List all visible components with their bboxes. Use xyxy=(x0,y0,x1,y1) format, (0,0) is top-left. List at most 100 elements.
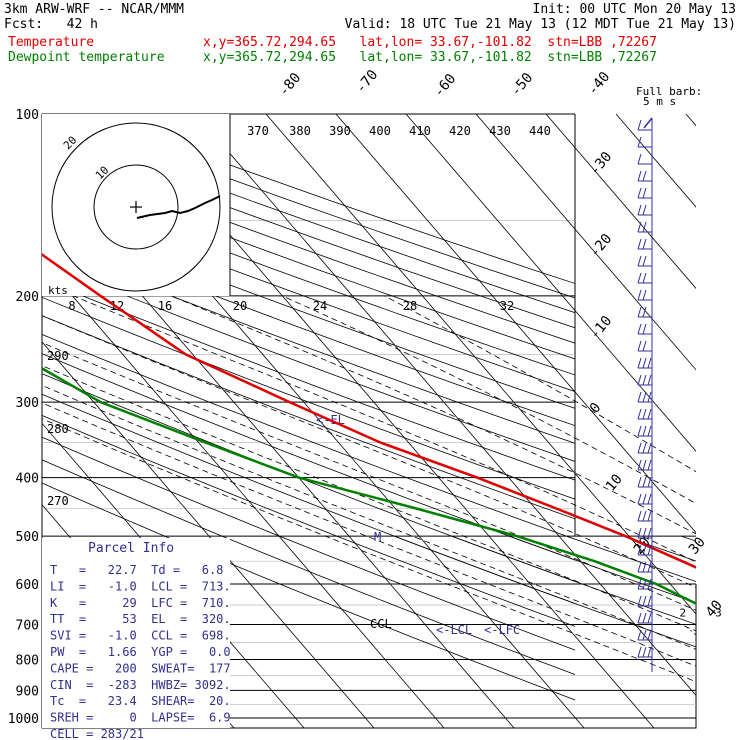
moist-adiabat xyxy=(42,418,696,683)
wind-barb-flag xyxy=(647,510,652,522)
wind-barb-flag xyxy=(642,391,647,403)
hodograph-ring xyxy=(93,164,179,250)
wind-barb-flag xyxy=(642,442,647,454)
wind-barb-flag xyxy=(637,493,642,505)
wind-barb-flag xyxy=(637,136,642,148)
wind-barb-flag xyxy=(637,629,642,641)
parcel-info-row: SREH = 0 LAPSE= 6.9 xyxy=(50,711,231,725)
dry-adiabat-lower xyxy=(566,535,696,582)
wind-barb-flag xyxy=(637,221,642,233)
parcel-info-row: Tc = 23.4 SHEAR= 20. xyxy=(50,694,231,708)
wind-barb-flag xyxy=(642,595,647,607)
wind-barb-flag xyxy=(647,357,652,369)
hodograph-speed-label: 32 xyxy=(500,299,514,313)
isotherm-label: -30 xyxy=(587,149,616,179)
dry-adiabat xyxy=(42,180,575,376)
dewpoint-profile xyxy=(42,366,696,606)
parcel-info-row: T = 22.7 Td = 6.8 xyxy=(50,563,223,577)
wind-barb-flag xyxy=(637,510,642,522)
wind-barb-flag xyxy=(642,289,647,301)
hodograph-speed-label: 20 xyxy=(233,299,247,313)
wind-barb-flag xyxy=(642,510,647,522)
wind-barb-flag xyxy=(647,595,652,607)
wind-barb-flag xyxy=(637,289,642,301)
parcel-info-row: TT = 53 EL = 320. xyxy=(50,612,231,626)
theta-label: 390 xyxy=(329,124,351,138)
wind-barb-flag xyxy=(637,544,642,556)
hodograph-trace xyxy=(136,195,221,219)
isotherm xyxy=(42,259,445,728)
mixing-ratio-line xyxy=(719,624,740,718)
theta-label: 430 xyxy=(489,124,511,138)
wind-barb-flag xyxy=(642,527,647,539)
isotherm-label: 40 xyxy=(703,597,726,620)
wind-barb-flag xyxy=(642,561,647,573)
parcel-info-row: CIN = -283 HWBZ= 3092. xyxy=(50,678,231,692)
hodograph-speed-label: 8 xyxy=(68,299,75,313)
pressure-label: 800 xyxy=(16,653,39,668)
wind-barb-flag xyxy=(637,425,642,437)
hodograph-speed-label: 24 xyxy=(313,299,327,313)
dry-adiabat xyxy=(42,315,575,520)
wind-barb-flag xyxy=(637,527,642,539)
parcel-box-background xyxy=(42,538,230,728)
wind-barb-flag xyxy=(637,255,642,267)
dry-adiabat xyxy=(42,212,575,409)
pressure-label: 700 xyxy=(16,618,39,633)
dry-adiabat xyxy=(42,414,575,627)
model-title: 3km ARW-WRF -- NCAR/MMM xyxy=(4,2,185,17)
wind-barb-flag xyxy=(637,153,642,165)
wind-barb-flag xyxy=(647,459,652,471)
theta-side-label: 280 xyxy=(47,422,69,436)
isotherm xyxy=(475,114,696,371)
mixing-ratio-label: 3 xyxy=(715,606,722,619)
dry-adiabat xyxy=(42,436,575,651)
wind-barb-flag xyxy=(647,408,652,420)
wind-barb-flag xyxy=(647,629,652,641)
wind-barb-flag xyxy=(642,459,647,471)
wind-barb-flag xyxy=(642,255,647,267)
parcel-info-row: PW = 1.66 YGP = 0.0 xyxy=(50,645,231,659)
parcel-info-row: K = 29 LFC = 710. xyxy=(50,596,231,610)
wind-barb-flag xyxy=(642,374,647,386)
moist-adiabat xyxy=(42,402,696,667)
wind-barb-flag xyxy=(642,323,647,335)
mixing-ratio-label: 2 xyxy=(679,606,686,619)
isotherm xyxy=(42,341,375,728)
moist-adiabat xyxy=(42,342,696,611)
wind-barb-flag xyxy=(642,476,647,488)
wind-barb-flag xyxy=(637,408,642,420)
moist-adiabat xyxy=(42,365,696,632)
parcel-info-box: Parcel Info T = 22.7 Td = 6.8 LI = -1.0 LC… xyxy=(42,538,231,740)
parcel-info-row: LI = -1.0 LCL = 713. xyxy=(50,579,231,593)
sounding-profiles xyxy=(42,253,696,606)
wind-barb-flag xyxy=(637,374,642,386)
temperature-location-info: x,y=365.72,294.65 lat,lon= 33.67,-101.82… xyxy=(203,35,657,50)
wind-barb-flag xyxy=(637,578,642,590)
hodograph-speed-label: 16 xyxy=(158,299,172,313)
wind-barb-flag xyxy=(642,629,647,641)
ccl-label: CCL xyxy=(370,617,392,631)
dry-adiabat xyxy=(42,165,575,360)
wind-barb-flag xyxy=(642,340,647,352)
wind-barb-flag xyxy=(642,306,647,318)
barb-legend-title: Full barb: xyxy=(636,85,702,98)
wind-barb-flag xyxy=(637,442,642,454)
wind-barb-flag xyxy=(647,527,652,539)
wind-barb-flag xyxy=(642,408,647,420)
isotherm-label: -80 xyxy=(276,70,305,100)
dry-adiabat xyxy=(42,244,575,444)
wind-barb-flag xyxy=(637,170,642,182)
wind-barb-flag xyxy=(647,425,652,437)
pressure-label: 500 xyxy=(16,530,39,545)
theta-label: 440 xyxy=(529,124,551,138)
isotherm xyxy=(615,114,696,208)
theta-label: 380 xyxy=(289,124,311,138)
mixing-ratio-line xyxy=(683,624,696,636)
moist-adiabat xyxy=(42,315,696,588)
hodograph-units: kts xyxy=(48,284,68,297)
dry-adiabat-lower xyxy=(509,535,696,604)
pressure-label: 600 xyxy=(16,578,39,593)
hodograph-ring xyxy=(51,122,221,292)
temperature-legend: Temperature xyxy=(8,35,95,50)
